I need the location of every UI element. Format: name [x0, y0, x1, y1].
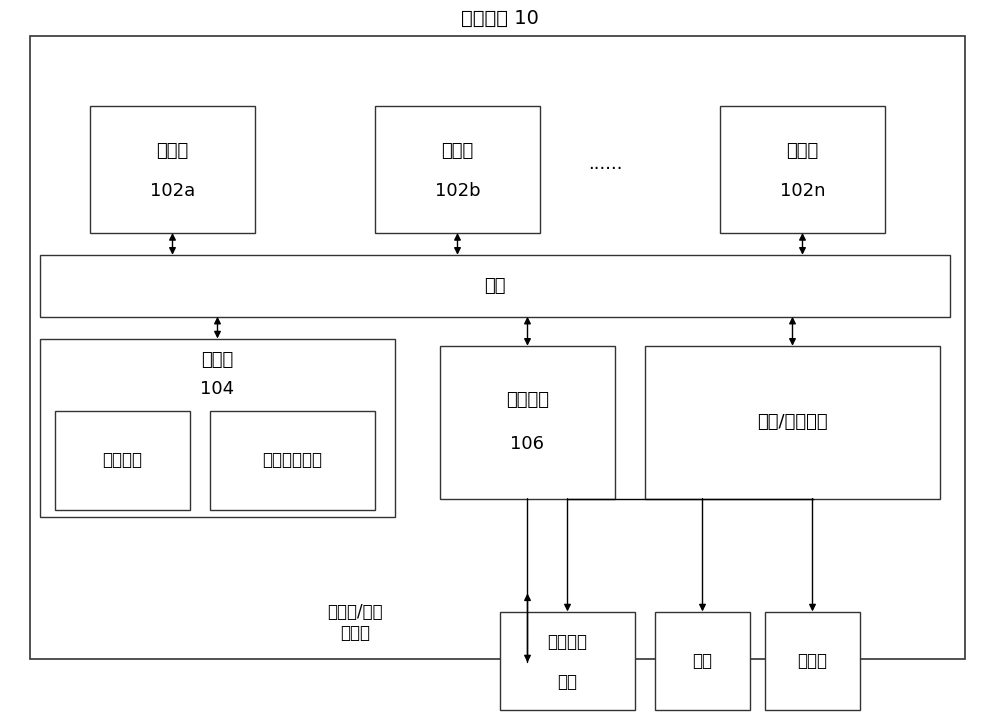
Text: 处理器: 处理器	[441, 142, 474, 160]
Bar	[90, 106, 255, 233]
Text: 传输装置: 传输装置	[506, 392, 549, 409]
Text: 存储器: 存储器	[201, 352, 234, 369]
Text: 102a: 102a	[150, 182, 195, 200]
Text: 光标控制: 光标控制	[548, 633, 588, 652]
Bar	[720, 106, 885, 233]
Bar	[40, 255, 950, 317]
Text: 102b: 102b	[435, 182, 480, 200]
Text: 106: 106	[511, 435, 544, 453]
Bar	[210, 411, 375, 510]
Bar	[55, 411, 190, 510]
Text: 处理器: 处理器	[786, 142, 819, 160]
Text: 输入/输出接口: 输入/输出接口	[757, 414, 828, 431]
Text: 运算装置 10: 运算装置 10	[461, 9, 539, 28]
Text: 总线: 总线	[484, 277, 506, 295]
Bar	[645, 346, 940, 499]
Bar	[30, 36, 965, 659]
Bar	[765, 612, 860, 710]
Text: 104: 104	[200, 381, 235, 398]
Bar	[440, 346, 615, 499]
Text: 102n: 102n	[780, 182, 825, 200]
Text: 有线和/或无
线传输: 有线和/或无 线传输	[327, 603, 383, 642]
Text: 设备: 设备	[558, 673, 578, 692]
Text: ......: ......	[588, 155, 622, 173]
Text: 显示器: 显示器	[798, 652, 828, 670]
Bar	[500, 612, 635, 710]
Bar	[40, 339, 395, 517]
Text: 数据存储装置: 数据存储装置	[262, 451, 322, 470]
Bar	[655, 612, 750, 710]
Text: 程序指令: 程序指令	[103, 451, 143, 470]
Bar	[375, 106, 540, 233]
Text: 键盘: 键盘	[692, 652, 712, 670]
Text: 处理器: 处理器	[156, 142, 189, 160]
